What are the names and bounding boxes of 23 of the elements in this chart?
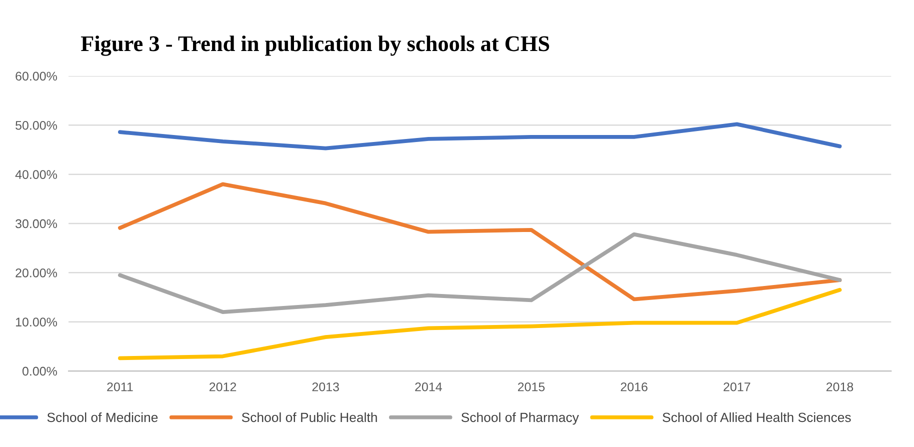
y-tick-label: 10.00% [16,318,57,326]
x-tick-label: 2012 [210,382,236,392]
x-tick-label: 2015 [518,382,545,392]
x-tick-label: 2016 [620,382,648,392]
y-tick-label: 0.00% [22,366,57,376]
line-series [118,232,842,314]
legend-label: School of Medicine [47,412,158,422]
x-tick-label: 2014 [415,382,442,392]
legend-label: School of Pharmacy [461,412,579,425]
legend-label: School of Allied Health Sciences [662,412,851,422]
y-tick-label: 30.00% [16,219,57,228]
y-tick-label: 40.00% [15,170,57,179]
y-tick-label: 20.00% [16,268,57,278]
y-tick-label: 50.00% [16,120,57,130]
x-tick-label: 2013 [312,382,339,392]
x-tick-label: 2018 [826,382,854,392]
x-tick-label: 2017 [724,382,750,392]
x-tick-label: 2011 [107,382,133,392]
y-tick-label: 60.00% [16,72,57,81]
line-series [118,122,842,150]
legend-label: School of Public Health [242,412,377,422]
chart-title: Figure 3 - Trend in publication by schools at CHS [80,36,550,56]
line-series [118,288,842,360]
